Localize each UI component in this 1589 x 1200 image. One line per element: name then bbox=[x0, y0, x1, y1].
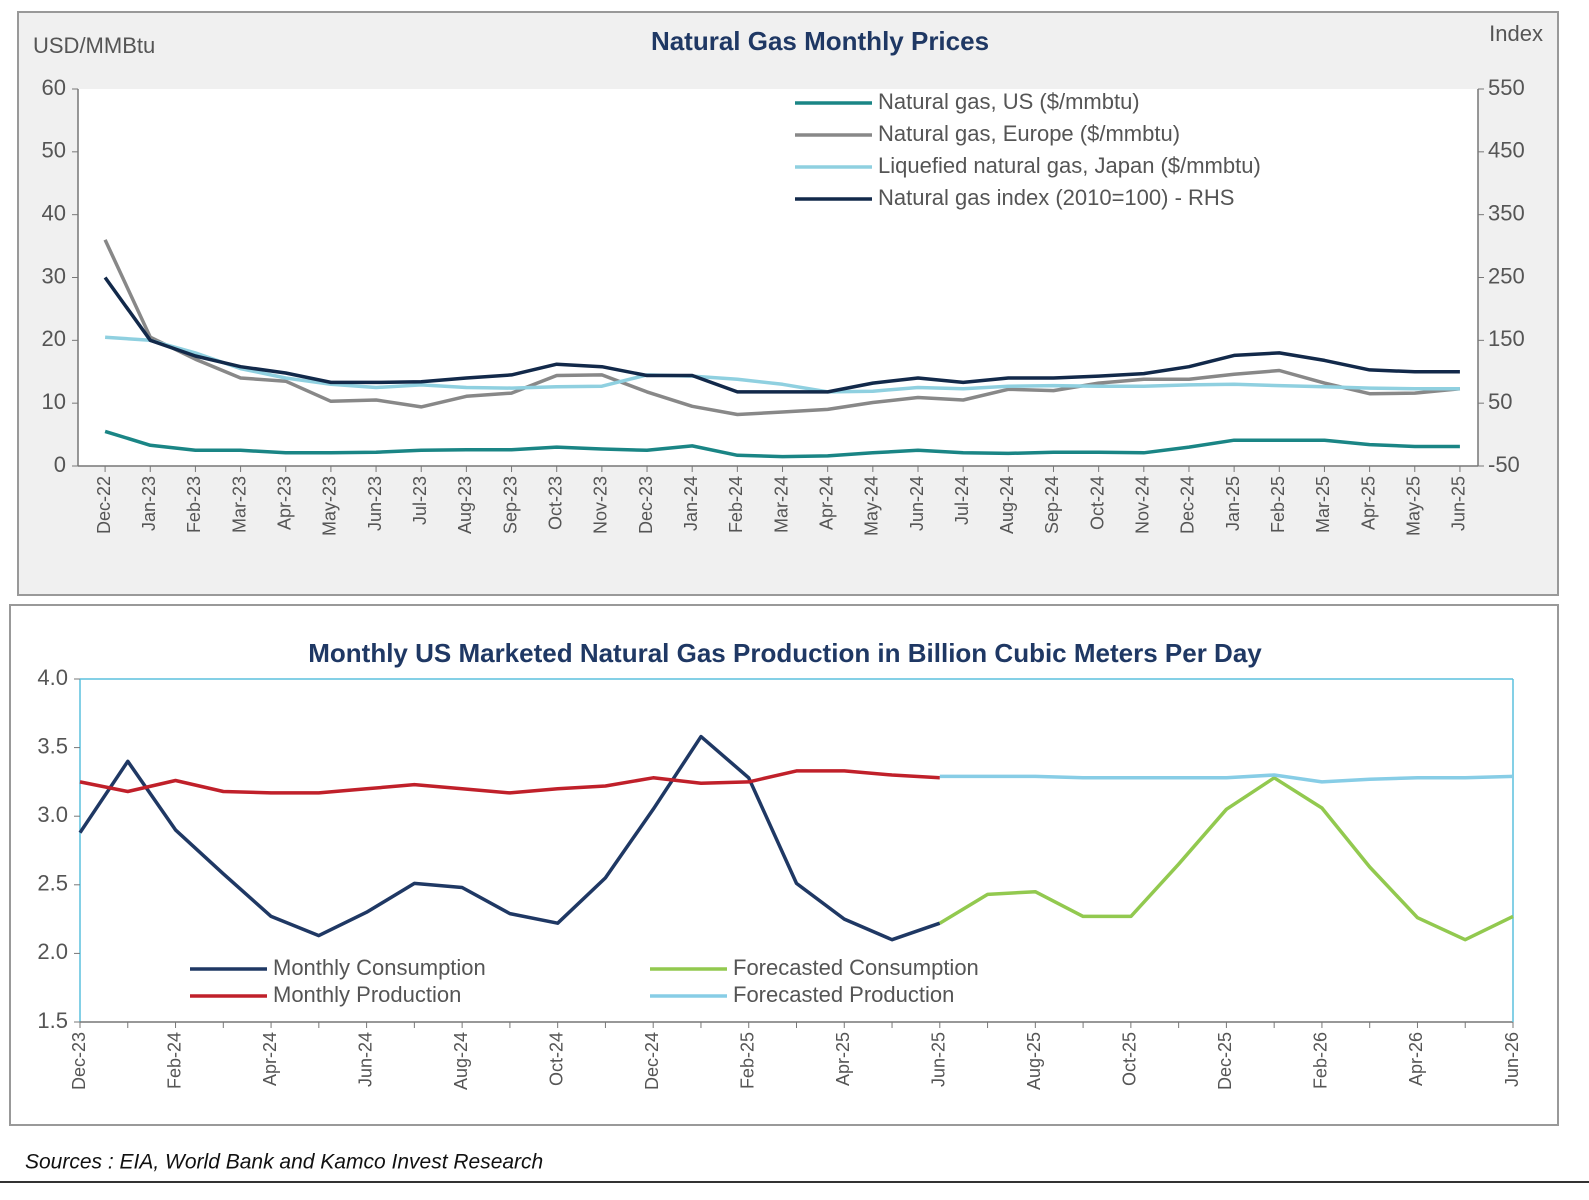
x-tick-label: Dec-23 bbox=[69, 1032, 89, 1090]
y-tick-label: 4.0 bbox=[37, 665, 68, 690]
y2-tick-label: 50 bbox=[1488, 389, 1512, 414]
x-tick-label: Feb-23 bbox=[184, 476, 204, 533]
series-line bbox=[104, 335, 1460, 394]
x-tick-label: Jan-25 bbox=[1223, 476, 1243, 531]
series-line bbox=[938, 776, 1514, 942]
y-tick-label: 1.5 bbox=[37, 1008, 68, 1033]
chart-title: Natural Gas Monthly Prices bbox=[651, 26, 989, 56]
x-tick-label: Aug-23 bbox=[455, 476, 475, 534]
x-tick-label: Jun-25 bbox=[1449, 476, 1469, 531]
panel bbox=[9, 604, 1559, 1126]
x-tick-label: Jul-23 bbox=[410, 476, 430, 525]
y2-axis-label: Index bbox=[1489, 21, 1543, 46]
y-tick-label: 50 bbox=[42, 138, 66, 163]
y-tick-label: 40 bbox=[42, 200, 66, 225]
x-tick-label: Jun-23 bbox=[365, 476, 385, 531]
x-tick-label: Apr-25 bbox=[833, 1032, 853, 1086]
series-line bbox=[103, 239, 1461, 417]
x-tick-label: Jun-26 bbox=[1502, 1032, 1522, 1087]
source-note: Sources : EIA, World Bank and Kamco Inve… bbox=[25, 1151, 543, 1174]
x-tick-label: Oct-25 bbox=[1120, 1032, 1140, 1086]
y2-tick-label: 350 bbox=[1488, 200, 1525, 225]
chart-title: Monthly US Marketed Natural Gas Producti… bbox=[308, 638, 1262, 668]
x-tick-label: Dec-25 bbox=[1215, 1032, 1235, 1090]
x-tick-label: Nov-24 bbox=[1133, 476, 1153, 534]
x-tick-label: Nov-23 bbox=[591, 476, 611, 534]
x-tick-label: Oct-24 bbox=[546, 1032, 566, 1086]
x-tick-label: May-25 bbox=[1404, 476, 1424, 536]
x-tick-label: Aug-24 bbox=[451, 1032, 471, 1090]
x-tick-label: Dec-24 bbox=[642, 1032, 662, 1090]
y-tick-label: 3.0 bbox=[37, 802, 68, 827]
series-line bbox=[79, 769, 940, 795]
y2-tick-label: 250 bbox=[1488, 263, 1525, 288]
y2-tick-label: 550 bbox=[1488, 75, 1525, 100]
series-line bbox=[104, 429, 1460, 459]
legend-label: Monthly Consumption bbox=[273, 955, 486, 980]
x-tick-label: Feb-24 bbox=[164, 1032, 184, 1089]
x-tick-label: Jun-24 bbox=[907, 476, 927, 531]
x-tick-label: Apr-24 bbox=[816, 476, 836, 530]
y2-tick-label: -50 bbox=[1488, 452, 1520, 477]
x-tick-label: Feb-25 bbox=[737, 1032, 757, 1089]
y2-tick-label: 450 bbox=[1488, 138, 1525, 163]
x-tick-label: Feb-26 bbox=[1311, 1032, 1331, 1089]
x-tick-label: Jun-25 bbox=[929, 1032, 949, 1087]
x-tick-label: May-23 bbox=[320, 476, 340, 536]
legend-label: Natural gas, US ($/mmbtu) bbox=[878, 89, 1140, 114]
x-tick-label: May-24 bbox=[862, 476, 882, 536]
plot-area bbox=[78, 89, 1478, 466]
x-tick-label: Jul-24 bbox=[952, 476, 972, 525]
y-tick-label: 10 bbox=[42, 389, 66, 414]
y-tick-label: 2.0 bbox=[37, 939, 68, 964]
x-tick-label: Apr-25 bbox=[1358, 476, 1378, 530]
legend-label: Natural gas, Europe ($/mmbtu) bbox=[878, 121, 1180, 146]
x-tick-label: Aug-24 bbox=[997, 476, 1017, 534]
x-tick-label: Feb-24 bbox=[726, 476, 746, 533]
x-tick-label: Apr-24 bbox=[260, 1032, 280, 1086]
x-tick-label: Feb-25 bbox=[1268, 476, 1288, 533]
x-tick-label: Oct-23 bbox=[545, 476, 565, 530]
x-tick-label: Sep-24 bbox=[1042, 476, 1062, 534]
x-tick-label: Apr-26 bbox=[1406, 1032, 1426, 1086]
y-tick-label: 60 bbox=[42, 75, 66, 100]
x-tick-label: Dec-22 bbox=[94, 476, 114, 534]
legend-label: Liquefied natural gas, Japan ($/mmbtu) bbox=[878, 153, 1261, 178]
x-tick-label: Dec-24 bbox=[1178, 476, 1198, 534]
y-tick-label: 0 bbox=[54, 452, 66, 477]
x-tick-label: Sep-23 bbox=[500, 476, 520, 534]
y-axis-label: USD/MMBtu bbox=[33, 33, 155, 58]
x-tick-label: Oct-24 bbox=[1087, 476, 1107, 530]
y-tick-label: 2.5 bbox=[37, 871, 68, 896]
y-tick-label: 3.5 bbox=[37, 733, 68, 758]
series-line bbox=[103, 276, 1460, 394]
x-tick-label: Mar-23 bbox=[229, 476, 249, 533]
legend-label: Monthly Production bbox=[273, 982, 461, 1007]
x-tick-label: Dec-23 bbox=[636, 476, 656, 534]
series-line bbox=[78, 734, 941, 942]
x-tick-label: Jan-24 bbox=[681, 476, 701, 531]
x-tick-label: Jun-24 bbox=[355, 1032, 375, 1087]
y-tick-label: 20 bbox=[42, 326, 66, 351]
x-tick-label: Apr-23 bbox=[274, 476, 294, 530]
x-tick-label: Jan-23 bbox=[139, 476, 159, 531]
x-tick-label: Mar-24 bbox=[771, 476, 791, 533]
y2-tick-label: 150 bbox=[1488, 326, 1525, 351]
x-tick-label: Mar-25 bbox=[1313, 476, 1333, 533]
legend-label: Forecasted Consumption bbox=[733, 955, 979, 980]
legend-label: Forecasted Production bbox=[733, 982, 954, 1007]
x-tick-label: Aug-25 bbox=[1024, 1032, 1044, 1090]
y-tick-label: 30 bbox=[42, 263, 66, 288]
series-line bbox=[939, 773, 1514, 784]
legend-label: Natural gas index (2010=100) - RHS bbox=[878, 185, 1234, 210]
